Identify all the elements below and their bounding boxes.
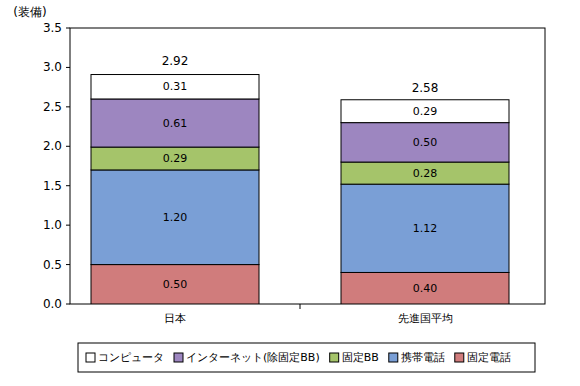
y-axis-label: (装備) — [13, 5, 46, 19]
bar-segment — [91, 99, 259, 147]
y-tick — [66, 264, 70, 265]
y-tick-label: 0.0 — [43, 297, 62, 311]
data-label: 0.29 — [163, 152, 188, 165]
data-label: 0.61 — [163, 117, 188, 130]
bar-segment — [341, 272, 509, 304]
bar-segment — [341, 100, 509, 123]
data-label: 0.50 — [413, 136, 438, 149]
bar-segment — [341, 123, 509, 162]
legend: コンピュータ インターネット(除固定BB) 固定BB 携帯電話 固定電話 — [78, 343, 535, 372]
total-label: 2.58 — [412, 81, 439, 95]
y-tick — [66, 146, 70, 147]
plot-frame — [70, 28, 545, 304]
x-tick-label: 先進国平均 — [398, 312, 453, 325]
legend-label: 固定BB — [342, 351, 379, 364]
y-tick — [66, 304, 70, 305]
y-tick — [66, 106, 70, 107]
legend-swatch — [174, 353, 183, 362]
legend-swatch — [330, 353, 339, 362]
legend-swatch — [389, 353, 398, 362]
y-tick-label: 2.0 — [43, 139, 62, 153]
bar-segment — [91, 170, 259, 265]
bar-segment — [91, 147, 259, 170]
legend-swatch — [455, 353, 464, 362]
y-tick-label: 3.5 — [43, 21, 62, 35]
legend-label: 固定電話 — [467, 351, 511, 364]
y-tick — [66, 67, 70, 68]
bar-segment — [91, 265, 259, 304]
legend-frame — [78, 343, 535, 372]
data-label: 1.12 — [413, 222, 438, 235]
bar-segment — [341, 162, 509, 184]
y-tick-label: 1.0 — [43, 218, 62, 232]
x-tick — [300, 304, 301, 309]
y-tick — [66, 185, 70, 186]
data-label: 0.40 — [413, 282, 438, 295]
y-tick — [66, 28, 70, 29]
chart: 0.0 0.5 1.0 1.5 2.0 2.5 3.0 3.5 (装備) 0.50 1.20 0.29… — [0, 0, 580, 386]
legend-label: インターネット(除固定BB) — [186, 351, 320, 364]
legend-label: 携帯電話 — [401, 351, 445, 364]
y-tick-label: 0.5 — [43, 258, 62, 272]
bar-segment — [91, 75, 259, 99]
total-label: 2.92 — [162, 54, 189, 68]
y-tick-label: 2.5 — [43, 100, 62, 114]
y-tick-label: 1.5 — [43, 179, 62, 193]
data-label: 0.29 — [413, 105, 438, 118]
data-label: 0.50 — [163, 278, 188, 291]
legend-swatch — [86, 353, 95, 362]
bar-segment — [341, 184, 509, 272]
y-tick — [66, 225, 70, 226]
legend-label: コンピュータ — [98, 351, 164, 364]
bars — [91, 75, 509, 304]
data-label: 1.20 — [163, 211, 188, 224]
data-label: 0.28 — [413, 167, 438, 180]
x-tick-label: 日本 — [164, 312, 186, 325]
y-tick-label: 3.0 — [43, 60, 62, 74]
data-label: 0.31 — [163, 80, 188, 93]
data-labels: 0.50 1.20 0.29 0.61 0.31 2.92 0.40 1.12 0.28 0.50… — [162, 54, 439, 295]
